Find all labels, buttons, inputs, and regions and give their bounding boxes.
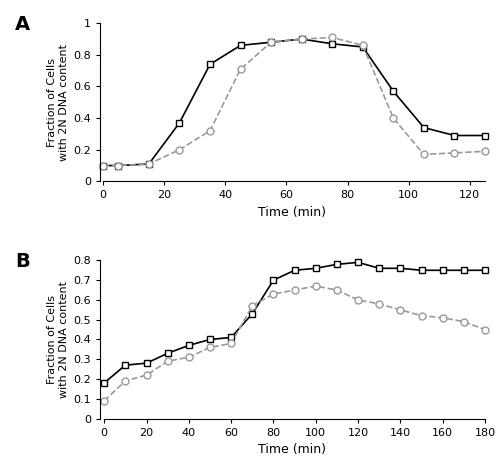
Y-axis label: Fraction of Cells
with 2N DNA content: Fraction of Cells with 2N DNA content (48, 281, 69, 398)
X-axis label: Time (min): Time (min) (258, 206, 326, 219)
X-axis label: Time (min): Time (min) (258, 443, 326, 456)
Text: A: A (16, 15, 30, 34)
Y-axis label: Fraction of Cells
with 2N DNA content: Fraction of Cells with 2N DNA content (48, 44, 69, 161)
Text: B: B (16, 252, 30, 272)
